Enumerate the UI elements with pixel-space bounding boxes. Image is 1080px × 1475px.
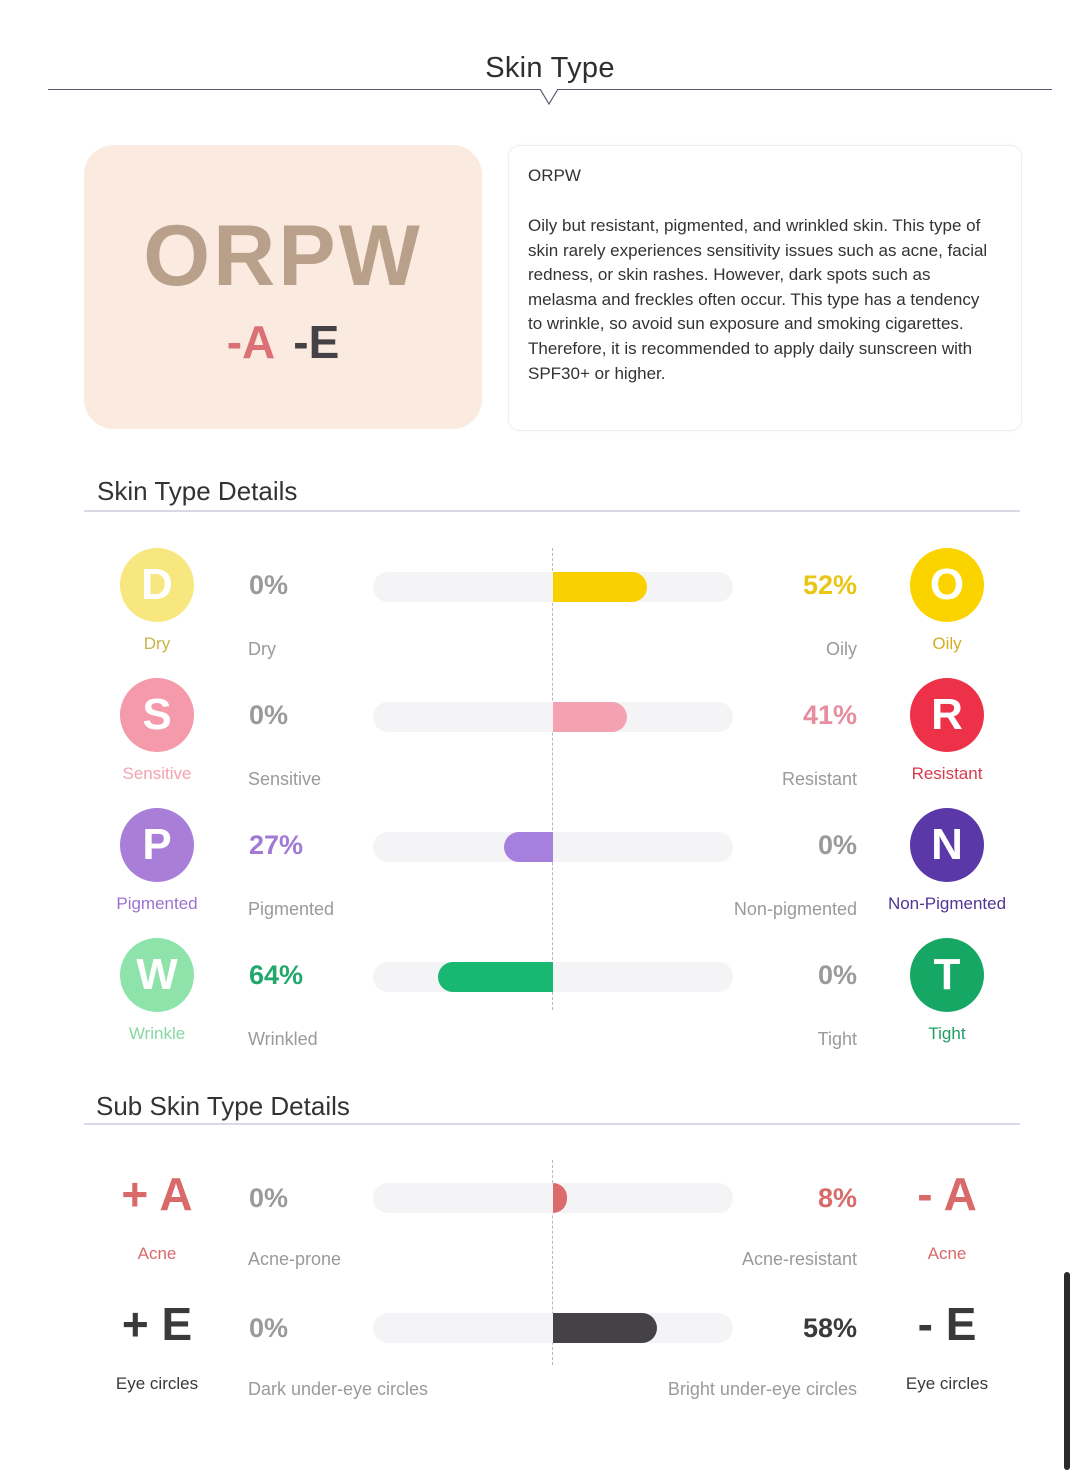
type-letter-label: Dry xyxy=(143,634,171,653)
sub-type-label: Eye circles xyxy=(905,1374,989,1393)
progress-fill xyxy=(553,1183,568,1213)
caret-down-icon xyxy=(540,89,558,105)
type-letter-badge: P xyxy=(120,808,194,882)
right-bar-label: Acne-resistant xyxy=(741,1249,857,1269)
progress-fill xyxy=(504,832,553,862)
left-percent: 0% xyxy=(249,1183,289,1213)
type-letter-label: Oily xyxy=(932,634,962,653)
left-bar-label: Dark under-eye circles xyxy=(248,1379,429,1399)
right-percent: 8% xyxy=(817,1183,857,1213)
right-percent: 58% xyxy=(802,1313,857,1343)
sub-type-label: Acne xyxy=(137,1244,177,1263)
progress-fill xyxy=(553,572,647,602)
progress-fill xyxy=(553,702,627,732)
progress-fill xyxy=(437,962,553,992)
right-bar-label: Oily xyxy=(826,639,857,659)
description-card: ORPW Oily but resistant, pigmented, and … xyxy=(508,145,1022,431)
center-divider xyxy=(552,548,553,1010)
progress-fill xyxy=(553,1313,658,1343)
type-letter-badge: N xyxy=(910,808,984,882)
sub-type-symbol: - E xyxy=(917,1298,977,1350)
sub-skin-type-details-title: Sub Skin Type Details xyxy=(96,1091,350,1121)
page-title: Skin Type xyxy=(485,52,615,84)
type-letter-badge: D xyxy=(120,548,194,622)
right-percent: 41% xyxy=(802,700,857,730)
type-letter-label: Wrinkle xyxy=(128,1024,186,1043)
right-bar-label: Non-pigmented xyxy=(733,899,857,919)
left-percent: 0% xyxy=(249,1313,289,1343)
skin-type-code: ORPW xyxy=(143,208,423,304)
sub-type-label: Eye circles xyxy=(115,1374,199,1393)
type-letter-label: Tight xyxy=(928,1024,966,1043)
sub-type-symbol: - A xyxy=(917,1168,977,1220)
left-percent: 0% xyxy=(249,570,289,600)
skin-type-details-title: Skin Type Details xyxy=(97,476,298,506)
description-text: Oily but resistant, pigmented, and wrink… xyxy=(528,216,988,383)
left-bar-label: Acne-prone xyxy=(248,1249,342,1269)
left-percent: 0% xyxy=(249,700,289,730)
skin-type-card: ORPW -A -E xyxy=(84,145,482,429)
right-percent: 0% xyxy=(817,960,857,990)
section-divider xyxy=(84,510,1020,512)
type-letter-label: Sensitive xyxy=(122,764,192,783)
right-bar-label: Bright under-eye circles xyxy=(667,1379,857,1399)
section-divider xyxy=(84,1123,1020,1125)
scrollbar[interactable] xyxy=(1064,1272,1070,1470)
type-letter-badge: T xyxy=(910,938,984,1012)
type-letter-badge: O xyxy=(910,548,984,622)
progress-track xyxy=(373,832,733,862)
sub-type-symbol: + A xyxy=(121,1168,193,1220)
description-title: ORPW xyxy=(528,166,581,185)
progress-track xyxy=(373,962,733,992)
left-percent: 64% xyxy=(249,960,304,990)
right-percent: 52% xyxy=(802,570,857,600)
right-percent: 0% xyxy=(817,830,857,860)
sub-code-acne: -A xyxy=(226,316,276,368)
left-bar-label: Dry xyxy=(248,639,276,659)
type-letter-label: Resistant xyxy=(911,764,983,783)
right-bar-label: Tight xyxy=(817,1029,857,1049)
left-bar-label: Pigmented xyxy=(248,899,335,919)
center-divider xyxy=(552,1160,553,1365)
sub-type-codes: -A -E xyxy=(84,315,482,369)
sub-code-eye: -E xyxy=(293,316,340,368)
type-letter-badge: W xyxy=(120,938,194,1012)
left-bar-label: Wrinkled xyxy=(248,1029,318,1049)
left-percent: 27% xyxy=(249,830,304,860)
type-letter-label: Non-Pigmented xyxy=(887,894,1007,913)
type-letter-badge: R xyxy=(910,678,984,752)
type-letter-badge: S xyxy=(120,678,194,752)
type-letter-label: Pigmented xyxy=(116,894,198,913)
sub-type-label: Acne xyxy=(927,1244,967,1263)
sub-type-symbol: + E xyxy=(121,1298,193,1350)
right-bar-label: Resistant xyxy=(781,769,857,789)
left-bar-label: Sensitive xyxy=(248,769,322,789)
